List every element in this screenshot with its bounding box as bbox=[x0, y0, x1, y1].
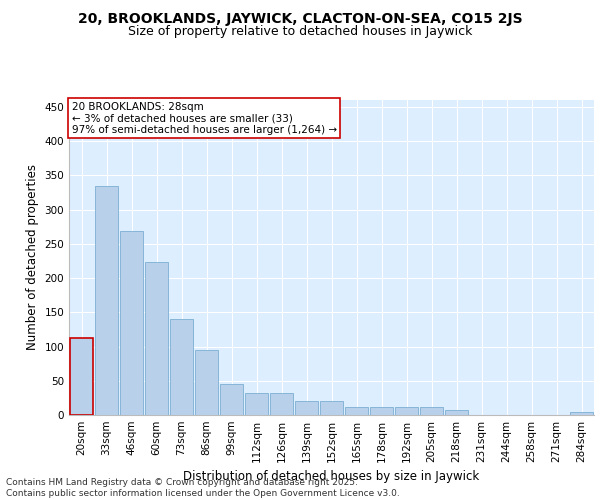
Text: Size of property relative to detached houses in Jaywick: Size of property relative to detached ho… bbox=[128, 25, 472, 38]
Bar bbox=[295, 402, 318, 415]
Bar bbox=[570, 412, 593, 415]
Bar bbox=[245, 393, 268, 415]
Bar bbox=[395, 408, 418, 415]
Bar bbox=[320, 402, 343, 415]
Bar bbox=[70, 338, 93, 415]
X-axis label: Distribution of detached houses by size in Jaywick: Distribution of detached houses by size … bbox=[184, 470, 479, 484]
Bar bbox=[270, 393, 293, 415]
Bar bbox=[370, 408, 393, 415]
Bar bbox=[345, 407, 368, 415]
Bar bbox=[170, 319, 193, 415]
Text: 20 BROOKLANDS: 28sqm
← 3% of detached houses are smaller (33)
97% of semi-detach: 20 BROOKLANDS: 28sqm ← 3% of detached ho… bbox=[71, 102, 337, 135]
Text: 20, BROOKLANDS, JAYWICK, CLACTON-ON-SEA, CO15 2JS: 20, BROOKLANDS, JAYWICK, CLACTON-ON-SEA,… bbox=[77, 12, 523, 26]
Bar bbox=[420, 408, 443, 415]
Bar bbox=[220, 384, 243, 415]
Y-axis label: Number of detached properties: Number of detached properties bbox=[26, 164, 39, 350]
Bar bbox=[195, 350, 218, 415]
Bar bbox=[120, 232, 143, 415]
Bar bbox=[95, 186, 118, 415]
Bar bbox=[145, 262, 168, 415]
Bar bbox=[445, 410, 468, 415]
Text: Contains HM Land Registry data © Crown copyright and database right 2025.
Contai: Contains HM Land Registry data © Crown c… bbox=[6, 478, 400, 498]
